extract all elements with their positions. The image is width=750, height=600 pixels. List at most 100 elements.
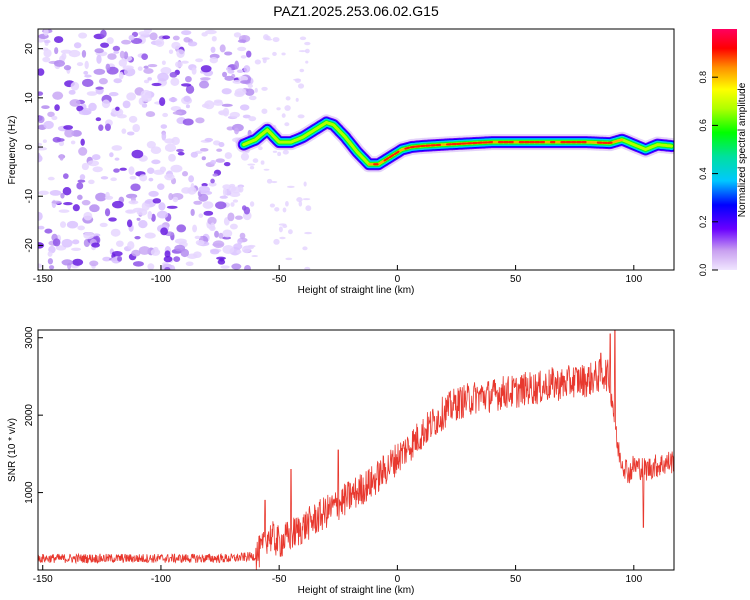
noise-blob [71, 247, 82, 251]
noise-blob [201, 32, 208, 37]
noise-blob [176, 148, 184, 153]
noise-blob [138, 97, 144, 105]
noise-blob [38, 211, 43, 221]
noise-blob [219, 257, 225, 262]
ridge-peak [388, 153, 395, 159]
noise-blob [216, 148, 223, 152]
noise-blob [132, 123, 141, 133]
noise-blob [111, 145, 123, 151]
noise-blob [302, 246, 308, 251]
noise-blob [111, 250, 123, 257]
noise-blob [62, 187, 72, 196]
noise-blob [159, 97, 166, 107]
noise-blob [42, 56, 51, 63]
noise-blob [147, 77, 152, 81]
noise-blob [88, 102, 97, 112]
noise-blob [297, 114, 305, 119]
x-tick-label-1-3: 0 [395, 574, 401, 585]
noise-blob [59, 154, 64, 161]
noise-blob [66, 220, 79, 229]
noise-blob [106, 37, 114, 45]
noise-blob [185, 75, 192, 83]
y-tick-label-1-2: 3000 [24, 326, 35, 349]
noise-blob [126, 92, 137, 101]
noise-blob [258, 146, 263, 151]
noise-blob [192, 224, 198, 233]
noise-blob [47, 111, 55, 118]
noise-blob [42, 47, 49, 51]
noise-blob [304, 231, 312, 235]
noise-blob [78, 147, 88, 156]
noise-blob [132, 261, 144, 267]
noise-blob [95, 86, 104, 90]
noise-blob [79, 174, 86, 181]
colorbar-gradient [712, 29, 737, 270]
noise-blob [239, 232, 246, 239]
noise-blob [107, 53, 117, 60]
noise-blob [126, 131, 135, 136]
noise-blob [48, 265, 55, 270]
noise-blob [249, 165, 255, 170]
noise-blob [72, 204, 80, 212]
noise-blob [243, 65, 251, 73]
noise-blob [164, 143, 177, 153]
noise-blob [281, 52, 286, 56]
noise-blob [260, 160, 265, 165]
noise-blob [123, 51, 129, 60]
noise-blob [234, 88, 247, 96]
noise-blob [104, 208, 111, 217]
noise-blob [240, 55, 247, 59]
noise-blob [170, 77, 180, 86]
noise-blob [100, 42, 110, 48]
noise-blob [115, 240, 124, 247]
noise-blob [81, 162, 89, 171]
noise-blob [212, 173, 218, 177]
noise-blob [181, 60, 189, 64]
noise-blob [123, 67, 136, 77]
noise-blob [282, 207, 287, 213]
noise-blob [182, 171, 189, 177]
noise-blob [69, 99, 81, 107]
noise-blob [248, 116, 257, 122]
noise-blob [147, 64, 158, 68]
noise-blob [129, 175, 137, 180]
noise-blob [72, 258, 84, 266]
noise-blob [187, 41, 198, 47]
noise-blob [86, 91, 98, 96]
noise-blob [134, 235, 141, 240]
noise-blob [241, 245, 251, 254]
x-tick-label-0-4: 50 [510, 274, 522, 285]
noise-blob [102, 256, 112, 262]
noise-blob [38, 68, 45, 76]
noise-blob [54, 47, 59, 55]
noise-blob [76, 182, 84, 190]
noise-blob [204, 137, 214, 142]
noise-blob [237, 238, 243, 245]
noise-blob [81, 50, 87, 58]
noise-blob [168, 97, 178, 103]
noise-blob [126, 209, 134, 214]
noise-blob [116, 114, 127, 119]
x-tick-label-0-3: 0 [395, 274, 401, 285]
noise-blob [210, 249, 220, 255]
noise-blob [95, 117, 102, 122]
noise-blob [233, 32, 242, 38]
noise-blob [188, 175, 195, 183]
y-tick-label-1-0: 1000 [24, 481, 35, 504]
noise-blob [164, 266, 171, 270]
noise-blob [83, 211, 93, 221]
noise-blob [82, 78, 94, 87]
noise-blob [305, 60, 309, 64]
noise-blob [100, 176, 109, 180]
spectrogram-frame [37, 28, 675, 271]
noise-blob [195, 58, 203, 63]
noise-blob [56, 138, 65, 142]
noise-blob [145, 111, 156, 118]
noise-blob [58, 209, 70, 213]
noise-blob [77, 225, 85, 231]
noise-blob [62, 173, 69, 179]
noise-blob [143, 65, 149, 69]
noise-blob [108, 91, 119, 97]
figure-title: PAZ1.2025.253.06.02.G15 [273, 3, 439, 19]
snr-x-axis: -150 -100 -50 0 50 100 [33, 565, 643, 585]
